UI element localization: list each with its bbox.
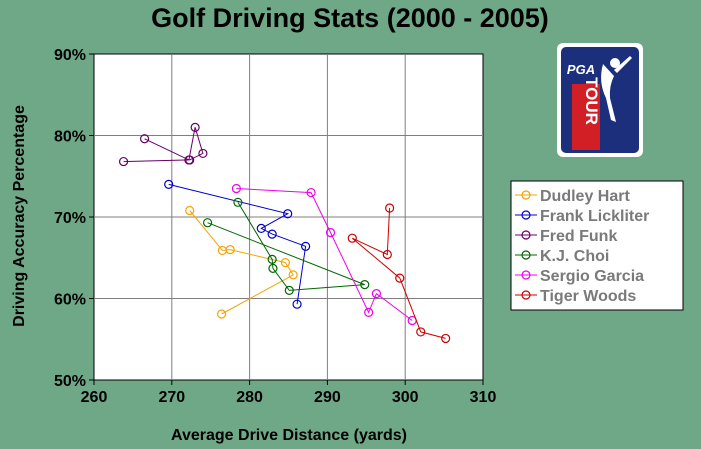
legend-swatch-marker: [521, 190, 531, 200]
y-tick-label: 80%: [54, 129, 86, 146]
legend-item-sergio-garcia: Sergio Garcia: [515, 268, 644, 285]
x-tick-label: 290: [314, 389, 341, 406]
data-point-sergio-garcia: [364, 307, 374, 317]
data-point-sergio-garcia: [325, 227, 336, 238]
legend-item-dudley-hart: Dudley Hart: [515, 188, 630, 205]
data-point-tiger-woods: [395, 273, 405, 283]
data-point-tiger-woods: [441, 333, 451, 344]
y-axis-label: Driving Accuracy Percentage: [11, 105, 28, 327]
grid: [94, 54, 483, 380]
data-point-dudley-hart: [288, 270, 298, 280]
legend-swatch-marker: [521, 270, 531, 280]
legend-item-fred-funk: Fred Funk: [515, 228, 617, 245]
x-tick-label: 310: [470, 389, 497, 406]
data-point-fred-funk: [118, 156, 129, 167]
x-tick-label: 260: [81, 389, 108, 406]
legend-swatch-marker: [521, 250, 531, 260]
chart-title: Golf Driving Stats (2000 - 2005): [151, 3, 549, 33]
data-point-tiger-woods: [385, 203, 395, 213]
data-point-fred-funk: [139, 134, 150, 144]
legend-item-frank-lickliter: Frank Lickliter: [515, 208, 649, 225]
legend-item-k-j-choi: K.J. Choi: [515, 248, 609, 265]
data-point-dudley-hart: [225, 245, 235, 255]
x-tick-label: 300: [392, 389, 419, 406]
series-line-fred-funk: [123, 127, 204, 163]
legend-swatch-marker: [521, 290, 531, 300]
series-dudley-hart: [185, 205, 298, 319]
legend-label: Sergio Garcia: [540, 268, 644, 285]
legend-item-tiger-woods: Tiger Woods: [515, 288, 636, 305]
data-point-tiger-woods: [347, 233, 357, 243]
x-tick-label: 280: [236, 389, 263, 406]
y-tick-label: 60%: [54, 292, 86, 309]
data-point-sergio-garcia: [306, 187, 316, 198]
data-point-fred-funk: [198, 148, 208, 159]
data-point-k-j-choi: [284, 285, 294, 295]
data-point-k-j-choi: [268, 263, 278, 273]
series-tiger-woods: [347, 203, 451, 344]
legend-box: [510, 180, 684, 311]
svg-text:TOUR: TOUR: [582, 77, 601, 125]
data-point-dudley-hart: [280, 258, 290, 268]
legend-swatch-marker: [521, 230, 531, 240]
legend-label: K.J. Choi: [540, 248, 609, 265]
series-layer: [118, 122, 451, 344]
data-point-k-j-choi: [233, 197, 243, 207]
svg-text:PGA: PGA: [567, 62, 595, 77]
x-tick-label: 270: [158, 389, 185, 406]
legend-label: Frank Lickliter: [540, 208, 649, 225]
legend-label: Tiger Woods: [540, 288, 636, 305]
data-point-frank-lickliter: [164, 179, 174, 189]
y-tick-label: 90%: [54, 47, 86, 64]
data-point-sergio-garcia: [231, 183, 241, 194]
legend-swatch-marker: [521, 210, 531, 220]
series-fred-funk: [118, 122, 208, 167]
data-point-k-j-choi: [202, 218, 213, 228]
legend-label: Dudley Hart: [540, 188, 630, 205]
data-point-sergio-garcia: [371, 289, 382, 299]
y-tick-label: 50%: [54, 373, 86, 390]
pga-tour-logo: PGA TOUR: [557, 43, 643, 157]
data-point-frank-lickliter: [256, 223, 266, 234]
data-point-frank-lickliter: [292, 299, 302, 309]
data-point-frank-lickliter: [301, 241, 311, 251]
data-point-dudley-hart: [216, 309, 227, 319]
data-point-frank-lickliter: [283, 209, 293, 219]
series-line-frank-lickliter: [168, 183, 307, 305]
y-tick-label: 70%: [54, 210, 86, 227]
data-point-tiger-woods: [382, 249, 392, 260]
data-point-frank-lickliter: [267, 229, 277, 239]
data-point-k-j-choi: [267, 254, 277, 264]
x-axis-label: Average Drive Distance (yards): [171, 427, 407, 444]
data-point-fred-funk: [184, 155, 194, 165]
data-point-tiger-woods: [416, 327, 426, 337]
series-k-j-choi: [202, 197, 370, 295]
series-line-dudley-hart: [189, 210, 294, 315]
data-point-dudley-hart: [185, 205, 195, 216]
data-point-fred-funk: [190, 122, 200, 132]
tick-labels: 260 270 280 290 300 310 50% 60% 70% 80% 90%: [54, 47, 496, 406]
legend: Dudley Hart Frank Lickliter Fred Funk K.J. …: [510, 180, 684, 311]
series-line-k-j-choi: [207, 202, 365, 291]
legend-label: Fred Funk: [540, 228, 617, 245]
data-point-k-j-choi: [360, 280, 370, 290]
series-frank-lickliter: [164, 179, 311, 309]
series-line-sergio-garcia: [236, 188, 413, 321]
